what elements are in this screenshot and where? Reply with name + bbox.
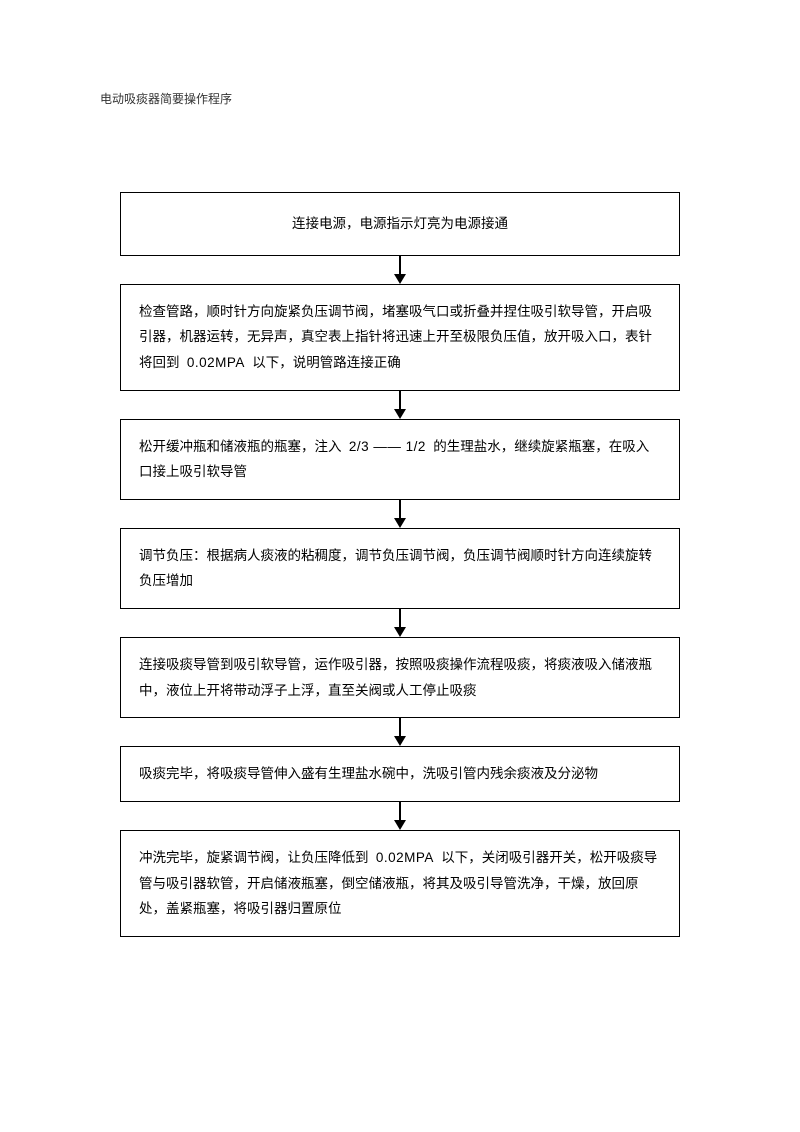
step-value: 2/3 —— 1/2 bbox=[345, 439, 430, 454]
flow-step-4: 调节负压：根据病人痰液的粘稠度，调节负压调节阀，负压调节阀顺时针方向连续旋转负压… bbox=[120, 528, 680, 609]
flow-step-7: 冲洗完毕，旋紧调节阀，让负压降低到 0.02MPA 以下，关闭吸引器开关，松开吸… bbox=[120, 830, 680, 937]
page-root: 电动吸痰器简要操作程序 连接电源，电源指示灯亮为电源接通 检查管路，顺时针方向旋… bbox=[0, 0, 800, 937]
step-text-post: 以下，说明管路连接正确 bbox=[252, 355, 401, 370]
step-text-pre: 冲洗完毕，旋紧调节阀，让负压降低到 bbox=[139, 850, 369, 865]
arrow-icon bbox=[394, 391, 406, 419]
flow-step-1: 连接电源，电源指示灯亮为电源接通 bbox=[120, 192, 680, 256]
arrow-icon bbox=[394, 718, 406, 746]
flow-step-2: 检查管路，顺时针方向旋紧负压调节阀，堵塞吸气口或折叠并捏住吸引软导管，开启吸引器… bbox=[120, 284, 680, 391]
arrow-icon bbox=[394, 500, 406, 528]
flow-step-5: 连接吸痰导管到吸引软导管，运作吸引器，按照吸痰操作流程吸痰，将痰液吸入储液瓶中，… bbox=[120, 637, 680, 718]
flow-step-6: 吸痰完毕，将吸痰导管伸入盛有生理盐水碗中，洗吸引管内残余痰液及分泌物 bbox=[120, 746, 680, 802]
step-text: 调节负压：根据病人痰液的粘稠度，调节负压调节阀，负压调节阀顺时针方向连续旋转负压… bbox=[139, 548, 652, 589]
step-value: 0.02MPA bbox=[372, 850, 438, 865]
flowchart: 连接电源，电源指示灯亮为电源接通 检查管路，顺时针方向旋紧负压调节阀，堵塞吸气口… bbox=[120, 192, 680, 937]
step-text: 吸痰完毕，将吸痰导管伸入盛有生理盐水碗中，洗吸引管内残余痰液及分泌物 bbox=[139, 766, 598, 781]
document-title: 电动吸痰器简要操作程序 bbox=[100, 90, 700, 107]
step-text: 连接电源，电源指示灯亮为电源接通 bbox=[292, 216, 508, 231]
step-text-pre: 松开缓冲瓶和储液瓶的瓶塞，注入 bbox=[139, 439, 342, 454]
flow-step-3: 松开缓冲瓶和储液瓶的瓶塞，注入 2/3 —— 1/2 的生理盐水，继续旋紧瓶塞，… bbox=[120, 419, 680, 500]
arrow-icon bbox=[394, 609, 406, 637]
step-value: 0.02MPA bbox=[183, 355, 249, 370]
arrow-icon bbox=[394, 256, 406, 284]
step-text: 连接吸痰导管到吸引软导管，运作吸引器，按照吸痰操作流程吸痰，将痰液吸入储液瓶中，… bbox=[139, 657, 652, 698]
arrow-icon bbox=[394, 802, 406, 830]
